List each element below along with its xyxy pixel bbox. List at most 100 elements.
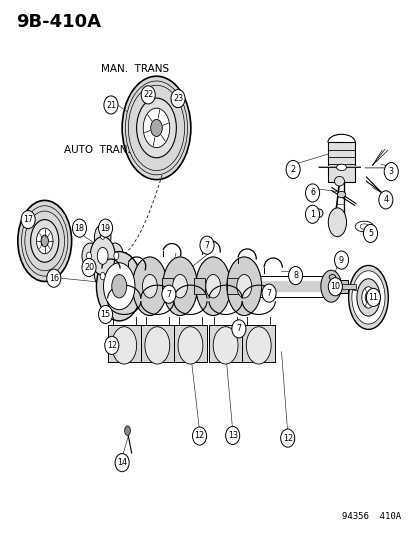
Ellipse shape (36, 228, 53, 254)
Circle shape (231, 320, 245, 338)
Circle shape (115, 454, 129, 472)
Ellipse shape (162, 257, 197, 316)
Text: 22: 22 (143, 91, 153, 99)
Ellipse shape (41, 235, 48, 247)
Text: 94356  410A: 94356 410A (342, 512, 401, 521)
Text: 1: 1 (309, 210, 314, 219)
Circle shape (328, 278, 342, 296)
Circle shape (171, 90, 185, 108)
Bar (227, 278, 237, 294)
Ellipse shape (122, 76, 190, 180)
Circle shape (104, 96, 118, 114)
Circle shape (383, 163, 397, 181)
Bar (339, 284, 355, 289)
Ellipse shape (354, 221, 373, 232)
Circle shape (225, 426, 239, 445)
Ellipse shape (334, 176, 344, 186)
Text: 13: 13 (227, 431, 237, 440)
Ellipse shape (124, 426, 130, 435)
Circle shape (378, 191, 392, 209)
Ellipse shape (226, 257, 261, 316)
Ellipse shape (82, 243, 98, 269)
Circle shape (261, 284, 275, 302)
Text: 19: 19 (100, 224, 110, 232)
Text: 23: 23 (173, 94, 183, 103)
Circle shape (288, 266, 302, 285)
Ellipse shape (112, 274, 126, 298)
Circle shape (161, 285, 176, 303)
Ellipse shape (136, 98, 176, 158)
Text: 9B-410A: 9B-410A (17, 13, 101, 31)
Circle shape (141, 86, 155, 104)
Ellipse shape (178, 327, 202, 364)
Ellipse shape (356, 279, 379, 316)
Ellipse shape (132, 257, 167, 316)
Text: 16: 16 (49, 274, 59, 282)
Text: 3: 3 (388, 167, 393, 176)
Ellipse shape (125, 81, 187, 175)
Ellipse shape (145, 327, 169, 364)
Ellipse shape (31, 220, 59, 262)
Ellipse shape (100, 232, 105, 239)
Circle shape (334, 251, 348, 269)
Text: 14: 14 (117, 458, 127, 467)
Ellipse shape (320, 270, 341, 302)
Ellipse shape (205, 274, 220, 298)
Ellipse shape (18, 200, 71, 281)
Ellipse shape (351, 271, 384, 324)
Bar (330, 280, 347, 293)
Text: 8: 8 (292, 271, 297, 280)
Ellipse shape (143, 108, 169, 148)
Ellipse shape (150, 119, 162, 136)
Text: MAN.  TRANS: MAN. TRANS (101, 64, 169, 74)
Ellipse shape (172, 274, 187, 298)
Ellipse shape (107, 243, 123, 269)
Circle shape (363, 224, 377, 243)
Ellipse shape (364, 292, 371, 303)
Bar (194, 278, 204, 294)
Text: 18: 18 (74, 224, 84, 232)
Bar (173, 325, 206, 362)
Ellipse shape (94, 262, 111, 287)
Text: 10: 10 (330, 282, 339, 291)
Text: 12: 12 (107, 341, 116, 350)
Circle shape (47, 269, 61, 287)
Bar (242, 325, 275, 362)
Circle shape (305, 184, 319, 202)
Text: 2: 2 (290, 165, 295, 174)
Ellipse shape (96, 252, 142, 321)
Ellipse shape (195, 257, 230, 316)
Text: 12: 12 (194, 432, 204, 440)
Text: 4: 4 (382, 196, 387, 204)
Ellipse shape (236, 274, 251, 298)
Text: 7: 7 (266, 289, 271, 297)
Circle shape (104, 336, 119, 354)
Circle shape (305, 205, 319, 223)
Ellipse shape (314, 209, 322, 217)
Ellipse shape (86, 252, 91, 260)
Ellipse shape (90, 237, 115, 275)
Ellipse shape (359, 224, 368, 229)
Circle shape (280, 429, 294, 447)
Ellipse shape (128, 85, 184, 171)
Ellipse shape (336, 164, 346, 171)
Ellipse shape (246, 327, 271, 364)
Bar (327, 142, 354, 182)
Ellipse shape (348, 265, 387, 329)
Circle shape (199, 236, 214, 254)
Text: 5: 5 (367, 229, 372, 238)
Ellipse shape (328, 274, 335, 280)
Text: 11: 11 (368, 293, 377, 302)
Ellipse shape (112, 327, 136, 364)
Text: 9: 9 (338, 256, 343, 264)
Ellipse shape (103, 263, 135, 310)
Ellipse shape (213, 327, 237, 364)
Text: 12: 12 (282, 434, 292, 442)
Ellipse shape (97, 247, 108, 264)
Circle shape (82, 259, 96, 277)
Text: 7: 7 (166, 290, 171, 298)
Ellipse shape (142, 274, 157, 298)
Circle shape (192, 427, 206, 445)
Circle shape (98, 219, 112, 237)
Ellipse shape (328, 208, 346, 237)
